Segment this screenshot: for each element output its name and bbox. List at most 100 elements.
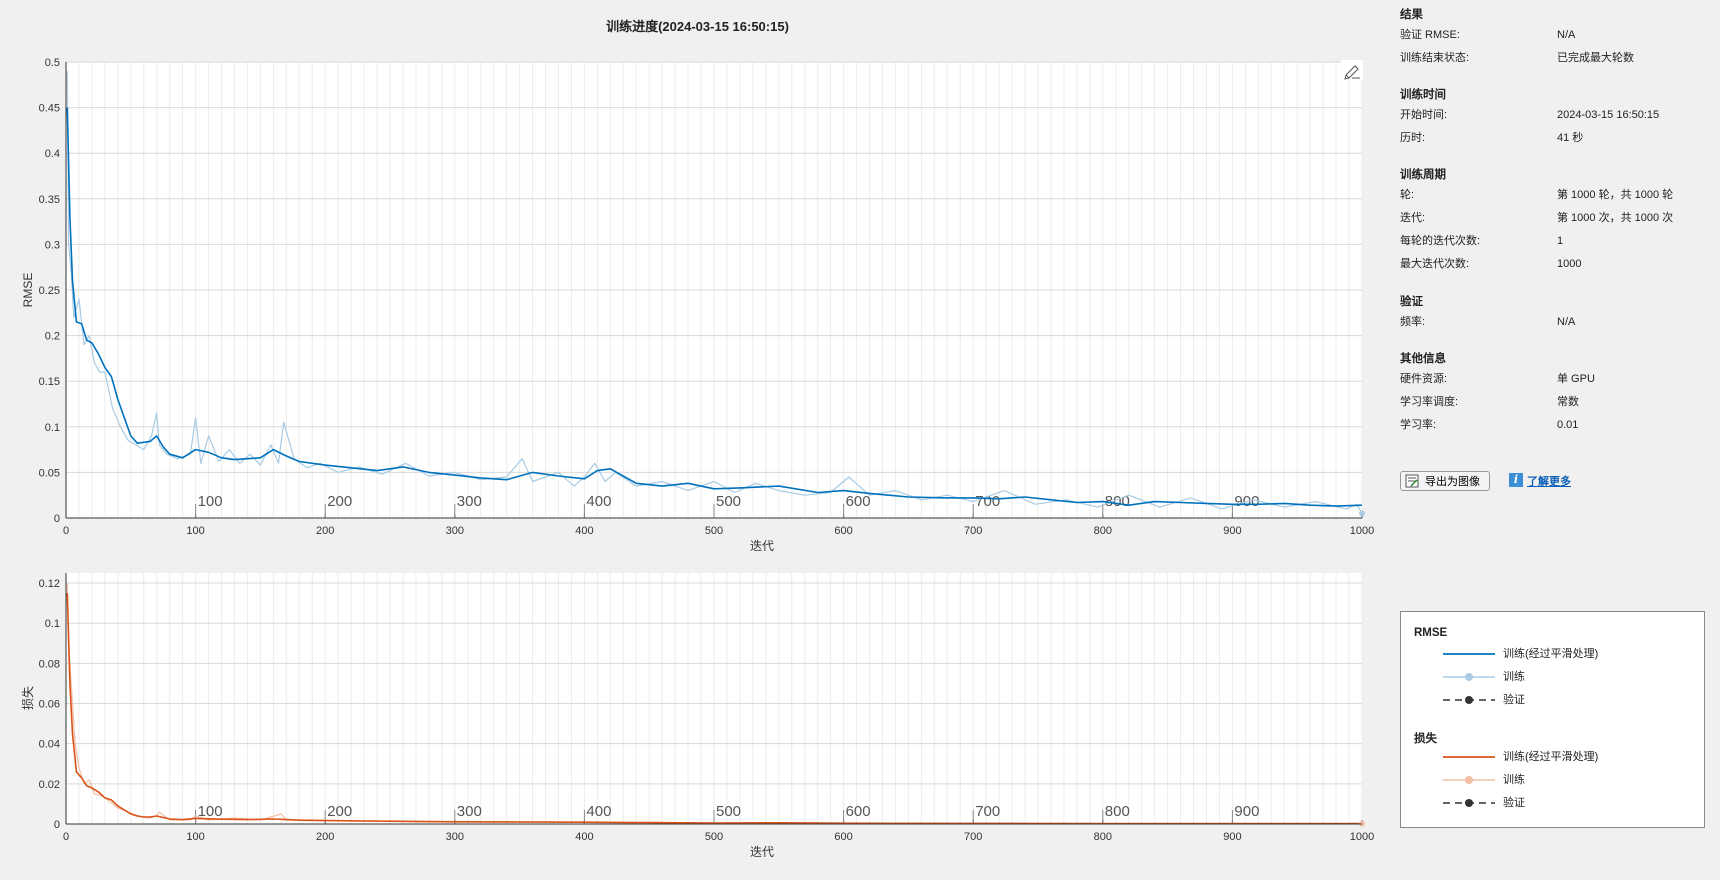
x-tick-label: 100: [186, 525, 204, 537]
legend-rmse-smoothed-label: 训练(经过平滑处理): [1503, 648, 1599, 660]
y-tick-label: 0.2: [45, 331, 60, 343]
epoch-label: 900: [1234, 803, 1259, 820]
x-tick-label: 700: [964, 831, 982, 843]
y-tick-label: 0.5: [45, 57, 60, 69]
validation-rmse-label: 验证 RMSE:: [1400, 29, 1460, 41]
epoch-label: 轮:: [1400, 189, 1415, 201]
epoch-label: 300: [457, 803, 482, 820]
validation-section: 验证 频率: N/A: [1400, 293, 1720, 334]
y-tick-label: 0.06: [39, 699, 60, 711]
learn-more-link[interactable]: i 了解更多: [1509, 473, 1571, 489]
legend-loss-train-label: 训练: [1503, 774, 1525, 786]
y-axis-label: 损失: [20, 686, 35, 710]
y-tick-label: 0.35: [39, 194, 60, 206]
epoch-label: 200: [327, 803, 352, 820]
epoch-label: 100: [198, 803, 223, 820]
x-tick-label: 1000: [1350, 525, 1374, 537]
info-row: 验证 RMSE: N/A: [1400, 24, 1720, 47]
x-tick-label: 800: [1094, 831, 1112, 843]
x-tick-label: 200: [316, 525, 334, 537]
learning-rate-label: 学习率:: [1400, 419, 1437, 431]
validation-rmse-value: N/A: [1557, 29, 1576, 41]
other-heading: 其他信息: [1400, 353, 1446, 365]
y-axis-label: RMSE: [21, 273, 35, 308]
info-row: 训练结束状态: 已完成最大轮数: [1400, 47, 1720, 70]
legend-rmse-validation-label: 验证: [1503, 694, 1525, 706]
legend-rmse-train-label: 训练: [1503, 671, 1525, 683]
x-tick-label: 900: [1223, 831, 1241, 843]
x-tick-label: 300: [446, 525, 464, 537]
loss-smoothed-series: [66, 593, 1362, 825]
rmse-final-point: [1359, 510, 1365, 517]
epoch-label: 500: [716, 803, 741, 820]
x-axis-label: 迭代: [750, 845, 774, 859]
info-row: 最大迭代次数: 1000: [1400, 253, 1720, 276]
info-row: 轮: 第 1000 轮，共 1000 轮: [1400, 184, 1720, 207]
x-tick-label: 800: [1094, 525, 1112, 537]
lr-schedule-value: 常数: [1557, 396, 1579, 408]
legend: RMSE 训练(经过平滑处理) 训练 验证 损失 训练(经过平滑处理) 训练 验…: [1400, 611, 1705, 828]
info-row: 历时: 41 秒: [1400, 127, 1720, 150]
iteration-value: 第 1000 次，共 1000 次: [1557, 212, 1674, 224]
y-tick-label: 0.3: [45, 239, 60, 251]
cycle-heading: 训练周期: [1400, 169, 1446, 181]
results-section: 结果 验证 RMSE: N/A 训练结束状态: 已完成最大轮数: [1400, 6, 1720, 70]
y-tick-label: 0.02: [39, 779, 60, 791]
x-axis-label: 迭代: [750, 539, 774, 553]
end-status-value: 已完成最大轮数: [1557, 52, 1634, 64]
info-row: 学习率: 0.01: [1400, 414, 1720, 437]
rmse-smoothed-series: [66, 107, 1363, 507]
y-tick-label: 0.05: [39, 467, 60, 479]
hardware-label: 硬件资源:: [1400, 373, 1448, 385]
start-time-label: 开始时间:: [1400, 109, 1448, 121]
legend-loss-validation-label: 验证: [1503, 797, 1525, 809]
info-row: 迭代: 第 1000 次，共 1000 次: [1400, 207, 1720, 230]
elapsed-label: 历时:: [1400, 132, 1426, 144]
x-tick-label: 200: [316, 831, 334, 843]
y-tick-label: 0: [54, 819, 60, 831]
y-tick-label: 0.1: [45, 618, 60, 630]
frequency-label: 频率:: [1400, 316, 1426, 328]
y-tick-label: 0.12: [39, 578, 60, 590]
y-tick-label: 0.15: [39, 376, 60, 388]
x-tick-label: 100: [186, 831, 204, 843]
export-image-button[interactable]: 导出为图像: [1400, 471, 1490, 491]
info-row: 频率: N/A: [1400, 311, 1720, 334]
iteration-label: 迭代:: [1400, 212, 1426, 224]
epoch-label: 200: [327, 493, 352, 510]
cycle-section: 训练周期 轮: 第 1000 轮，共 1000 轮 迭代: 第 1000 次，共…: [1400, 166, 1720, 276]
x-tick-label: 600: [834, 525, 852, 537]
epoch-label: 600: [846, 803, 871, 820]
loss-chart[interactable]: 0 0.02 0.04 0.06 0.08 0.1 0.12 0 100 200 300 400 500…: [0, 0, 1390, 880]
epoch-label: 500: [716, 493, 741, 510]
y-tick-label: 0.45: [39, 103, 60, 115]
x-tick-label: 500: [705, 831, 723, 843]
epoch-label: 300: [457, 493, 482, 510]
x-tick-label: 600: [834, 831, 852, 843]
info-icon: i: [1509, 473, 1523, 487]
epoch-label: 700: [975, 803, 1000, 820]
x-tick-label: 700: [964, 525, 982, 537]
x-tick-label: 400: [575, 831, 593, 843]
iterations-per-epoch-label: 每轮的迭代次数:: [1400, 235, 1481, 247]
y-tick-label: 0.25: [39, 285, 60, 297]
start-time-value: 2024-03-15 16:50:15: [1557, 109, 1660, 121]
axes-toolbar-icon[interactable]: [1341, 60, 1363, 80]
epoch-label: 400: [586, 803, 611, 820]
export-image-label: 导出为图像: [1425, 476, 1480, 488]
x-tick-label: 300: [446, 831, 464, 843]
epoch-label: 100: [198, 493, 223, 510]
rmse-chart[interactable]: 0 0.05 0.1 0.15 0.2 0.25 0.3 0.35 0.4 0.45 0.5 0 100…: [0, 0, 1390, 560]
end-status-label: 训练结束状态:: [1400, 52, 1470, 64]
info-row: 开始时间: 2024-03-15 16:50:15: [1400, 104, 1720, 127]
time-heading: 训练时间: [1400, 89, 1446, 101]
x-tick-label: 900: [1223, 525, 1241, 537]
info-row: 学习率调度: 常数: [1400, 391, 1720, 414]
max-iterations-value: 1000: [1557, 258, 1582, 270]
info-row: 硬件资源: 单 GPU: [1400, 368, 1720, 391]
y-tick-label: 0.04: [39, 739, 60, 751]
lr-schedule-label: 学习率调度:: [1400, 396, 1459, 408]
time-section: 训练时间 开始时间: 2024-03-15 16:50:15 历时: 41 秒: [1400, 86, 1720, 150]
legend-loss-title: 损失: [1414, 733, 1437, 745]
epoch-label: 600: [846, 493, 871, 510]
